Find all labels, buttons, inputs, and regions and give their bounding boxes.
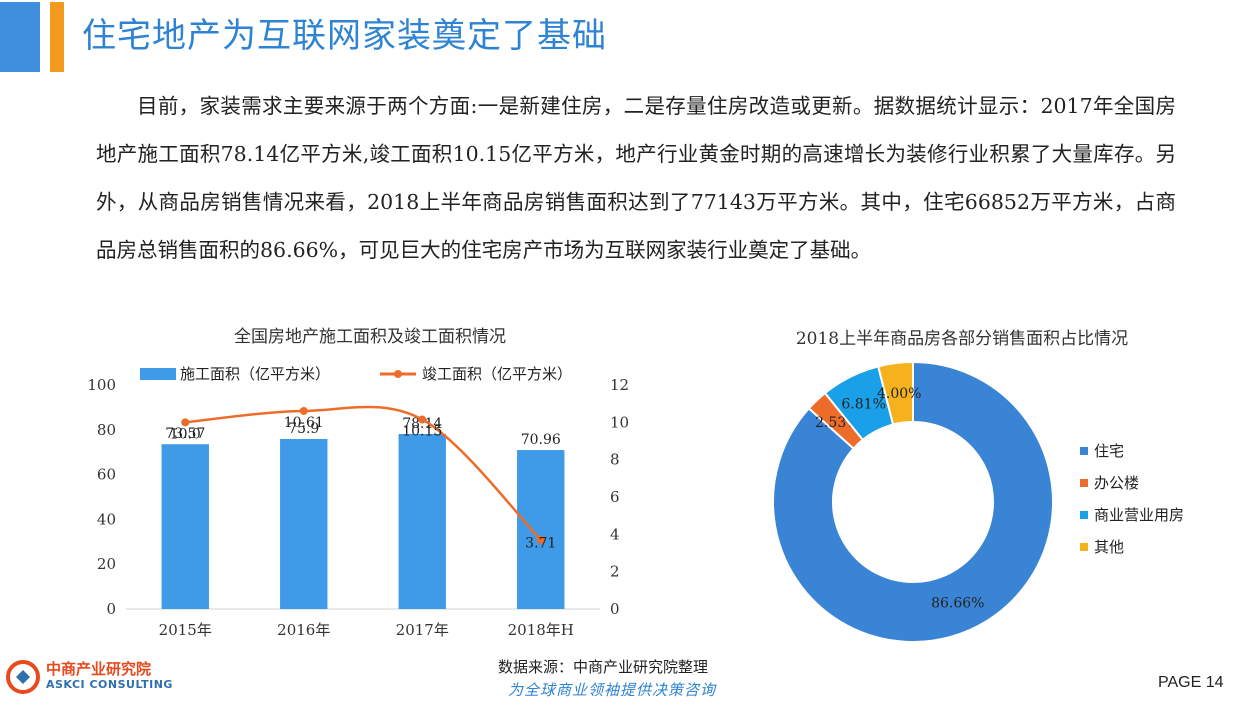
y-right-tick-label: 2: [610, 563, 620, 581]
x-tick-label: 2017年: [396, 621, 449, 639]
legend-marker-line: [394, 370, 402, 378]
y-right-tick-label: 12: [610, 376, 629, 394]
chart-legend: 施工面积（亿平方米） 竣工面积（亿平方米）: [140, 365, 572, 383]
y-right-tick-label: 8: [610, 451, 620, 469]
line-point: [536, 535, 545, 544]
y-right-tick-label: 10: [610, 413, 629, 431]
line-value-label: 10.61: [284, 415, 324, 431]
donut-slice: [772, 360, 1054, 643]
line-point: [418, 415, 427, 424]
line-point: [181, 418, 190, 427]
body-paragraph: 目前，家装需求主要来源于两个方面:一是新建住房，二是存量住房改造或更新。据数据统…: [96, 82, 1176, 274]
legend-label-bar: 施工面积（亿平方米）: [180, 365, 330, 383]
slice-value-label: 6.81%: [841, 397, 885, 413]
bar: [517, 450, 565, 609]
legend-swatch: [1080, 479, 1088, 487]
x-tick-label: 2016年: [277, 621, 330, 639]
logo-text-cn: 中商产业研究院: [46, 660, 152, 678]
page-title: 住宅地产为互联网家装奠定了基础: [82, 16, 607, 56]
data-source: 数据来源：中商产业研究院整理: [498, 658, 709, 676]
bar-value-label: 75.9: [288, 421, 319, 437]
plot-area: 0 20 40 60 80 100 0 2 4 6 8 10 12 73.57 2015年 75.9 2016年…: [87, 376, 629, 639]
header-accent-orange: [50, 2, 64, 72]
line-value-label: 10.15: [402, 424, 442, 440]
page-number: PAGE 14: [1158, 674, 1224, 691]
legend-swatch: [1080, 447, 1088, 455]
y-right-tick-label: 0: [610, 600, 620, 618]
bar-line-chart: 全国房地产施工面积及竣工面积情况 施工面积（亿平方米） 竣工面积（亿平方米） 0…: [87, 327, 629, 639]
series-line: [185, 405, 542, 541]
bar-value-label: 78.14: [402, 416, 442, 432]
askci-logo: 中商产业研究院 ASKCI CONSULTING: [6, 658, 176, 698]
y-left-tick-label: 40: [97, 510, 116, 528]
x-tick-label: 2015年: [159, 621, 212, 639]
x-tick-label: 2018年H: [508, 621, 574, 639]
bar: [398, 433, 446, 609]
y-right-tick-label: 6: [610, 488, 620, 506]
line-value-label: 3.71: [525, 536, 556, 552]
donut-slice: [876, 360, 914, 426]
donut-area: 86.66%2.53%6.81%4.00%: [772, 360, 1054, 643]
bar: [280, 438, 328, 609]
chart-title: 2018上半年商品房各部分销售面积占比情况: [796, 329, 1128, 349]
y-left-tick-label: 80: [97, 421, 116, 439]
bar-value-label: 70.96: [521, 432, 561, 448]
y-right-tick-label: 4: [610, 525, 620, 543]
y-left-tick-label: 60: [97, 466, 116, 484]
slogan: 为全球商业领袖提供决策咨询: [508, 681, 717, 699]
legend-label: 其他: [1094, 538, 1124, 556]
y-left-tick-label: 0: [106, 600, 116, 618]
legend-label: 商业营业用房: [1094, 506, 1184, 524]
legend-swatch: [1080, 543, 1088, 551]
legend-swatch-bar: [140, 368, 176, 380]
bar-value-label: 73.57: [165, 426, 205, 442]
bar: [161, 444, 209, 609]
y-left-tick-label: 20: [97, 555, 116, 573]
askci-logo-icon: [6, 660, 40, 694]
header: 住宅地产为互联网家装奠定了基础: [0, 0, 1250, 75]
legend-label-line: 竣工面积（亿平方米）: [422, 365, 572, 383]
y-left-tick-label: 100: [87, 376, 116, 394]
chart-title: 全国房地产施工面积及竣工面积情况: [234, 327, 506, 347]
line-value-label: 10.0: [170, 426, 201, 442]
legend-label: 办公楼: [1094, 474, 1139, 492]
paragraph-text: 目前，家装需求主要来源于两个方面:一是新建住房，二是存量住房改造或更新。据数据统…: [96, 94, 1176, 262]
line-point: [299, 406, 308, 415]
header-accent-blue: [0, 2, 40, 72]
slice-value-label: 4.00%: [877, 386, 921, 402]
legend-swatch: [1080, 511, 1088, 519]
logo-text-en: ASKCI CONSULTING: [46, 678, 173, 691]
donut-chart: 2018上半年商品房各部分销售面积占比情况 86.66%2.53%6.81%4.…: [772, 329, 1184, 643]
legend-label: 住宅: [1094, 442, 1124, 460]
slice-value-label: 86.66%: [931, 595, 984, 611]
